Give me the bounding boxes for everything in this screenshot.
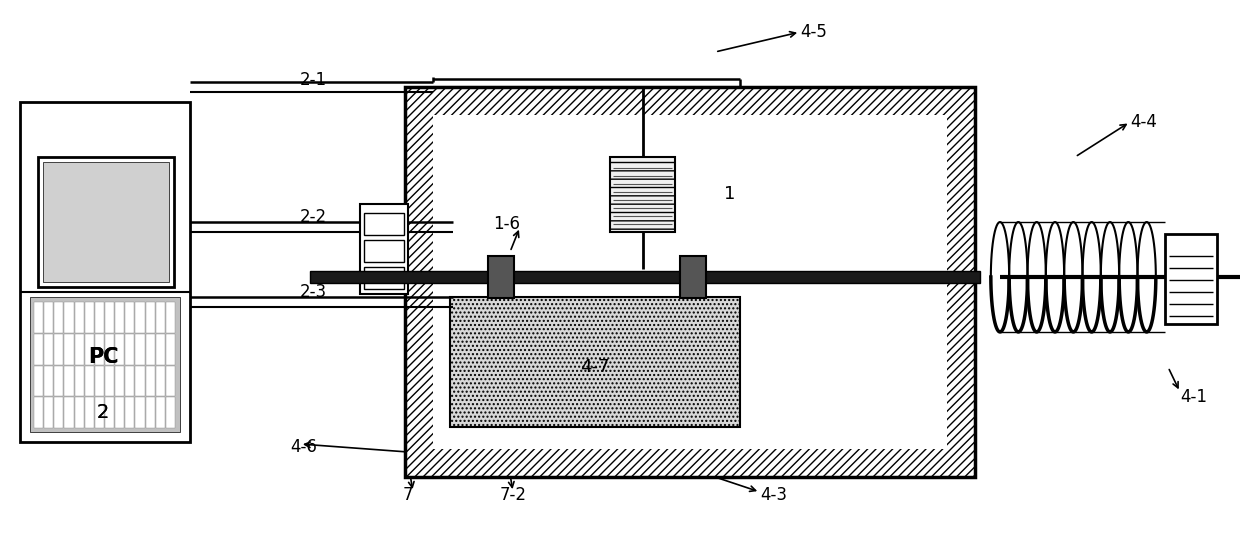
Bar [450,297,740,427]
Bar [74,365,84,396]
Bar [84,397,94,428]
Bar [115,334,124,365]
Bar [94,397,104,428]
Bar [365,267,404,289]
Bar [84,334,94,365]
Text: 2-1: 2-1 [300,71,327,89]
Text: PC: PC [88,347,118,367]
Bar [55,302,63,333]
Bar [135,397,145,428]
Bar [115,397,124,428]
Bar [105,397,114,428]
Text: 4-3: 4-3 [760,486,787,504]
Bar [145,397,155,428]
Text: PC: PC [88,347,118,367]
Bar [94,365,104,396]
Text: 7: 7 [403,486,413,504]
Bar [365,240,404,262]
Bar [115,302,124,333]
Bar [43,162,169,282]
Text: 4-7: 4-7 [580,358,610,376]
Text: 7-2: 7-2 [500,486,527,504]
Bar [156,365,165,396]
Bar [145,334,155,365]
Bar [64,302,73,333]
Bar [105,302,114,333]
Bar [115,365,124,396]
Bar [33,334,43,365]
Text: 4-1: 4-1 [1180,388,1207,406]
Text: 4-4: 4-4 [1130,113,1157,131]
Bar [84,365,94,396]
Bar [365,213,404,235]
Text: 4-5: 4-5 [800,23,827,41]
Bar [64,397,73,428]
Bar [145,365,155,396]
Bar [105,365,114,396]
Bar [33,302,43,333]
Bar [405,87,975,477]
Bar [125,365,134,396]
Bar [30,297,180,432]
Bar [33,365,43,396]
Bar [64,334,73,365]
Bar [135,302,145,333]
Bar [433,115,947,449]
Bar [33,397,43,428]
Text: 1: 1 [724,185,735,203]
Bar [55,365,63,396]
Bar [680,256,706,298]
Bar [125,334,134,365]
Text: 2-3: 2-3 [300,283,327,301]
Bar [45,365,53,396]
Text: 1-6: 1-6 [494,215,520,233]
Bar [166,334,175,365]
Text: 2: 2 [97,403,109,422]
Bar [360,204,408,294]
Bar [45,397,53,428]
Bar [135,334,145,365]
Bar [156,397,165,428]
Bar [156,334,165,365]
Bar [55,397,63,428]
Bar [94,302,104,333]
Bar [20,102,190,442]
Bar [105,334,114,365]
Bar [84,302,94,333]
Bar [135,365,145,396]
Bar [1166,234,1216,324]
Bar [74,397,84,428]
Bar [166,397,175,428]
Bar [145,302,155,333]
Bar [74,334,84,365]
Bar [610,157,675,232]
Bar [74,302,84,333]
Bar [45,334,53,365]
Bar [125,397,134,428]
Bar [38,157,174,287]
Text: 2: 2 [97,403,109,422]
Bar [489,256,515,298]
Bar [156,302,165,333]
Bar [166,302,175,333]
Bar [45,302,53,333]
Bar [166,365,175,396]
Bar [64,365,73,396]
Bar [310,271,980,283]
Bar [55,334,63,365]
Bar [94,334,104,365]
Bar [125,302,134,333]
Text: 2-2: 2-2 [300,208,327,226]
Text: 4-6: 4-6 [290,438,317,456]
